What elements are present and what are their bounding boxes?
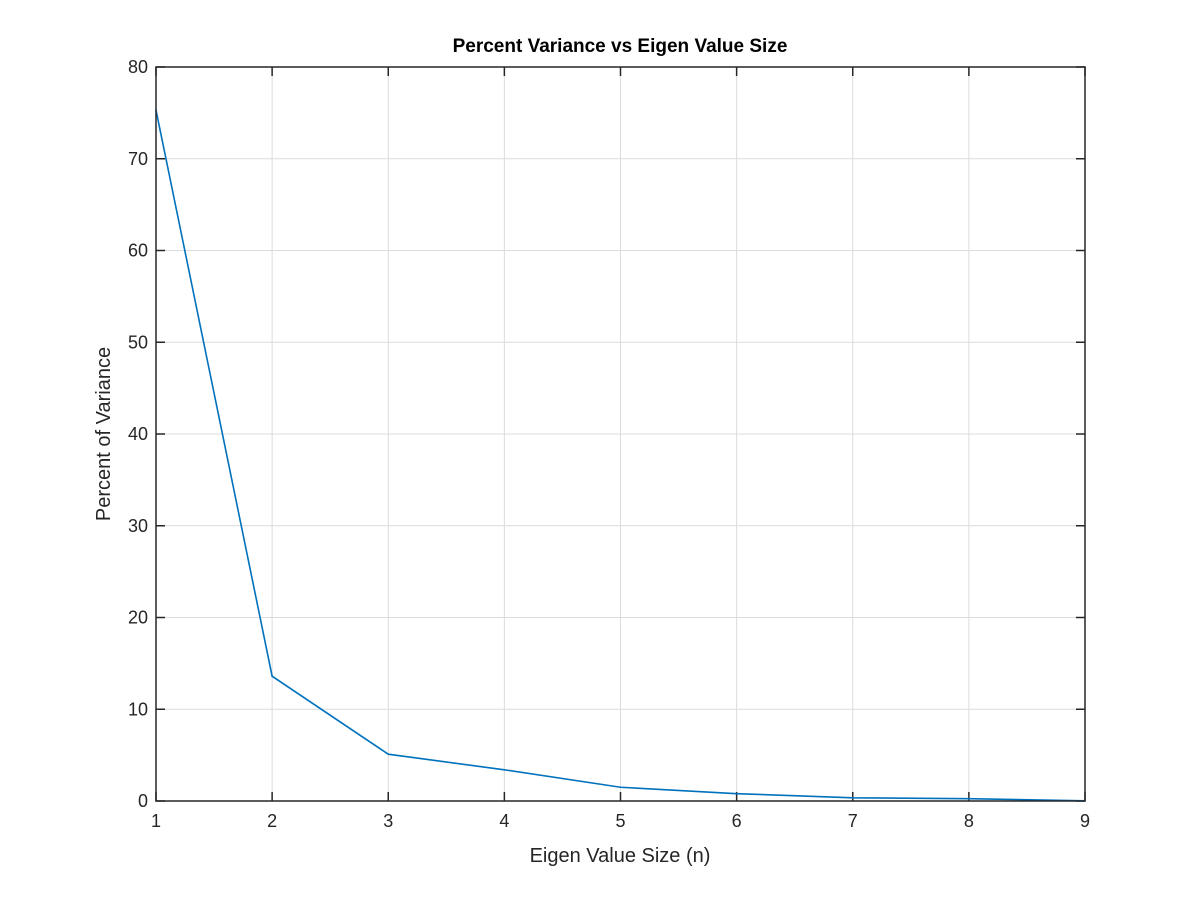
data-point: [387, 753, 390, 756]
data-point: [619, 786, 622, 789]
x-tick-label: 5: [615, 811, 625, 831]
x-tick-label: 7: [848, 811, 858, 831]
chart-title: Percent Variance vs Eigen Value Size: [453, 36, 788, 57]
y-tick-label: 10: [128, 699, 148, 719]
y-tick-label: 80: [128, 57, 148, 77]
data-point: [271, 675, 273, 678]
y-tick-label: 30: [128, 516, 148, 536]
plot-area-border: [155, 66, 1086, 802]
data-point: [503, 769, 506, 771]
x-tick-label: 6: [732, 811, 742, 831]
y-tick-label: 50: [128, 332, 148, 352]
data-point: [851, 796, 854, 799]
x-tick-label: 2: [267, 811, 277, 831]
x-tick-label: 8: [964, 811, 974, 831]
x-tick-label: 4: [499, 811, 509, 831]
y-tick-label: 70: [128, 149, 148, 169]
x-tick-label: 1: [151, 811, 161, 831]
data-point: [968, 797, 970, 800]
y-tick-label: 20: [128, 608, 148, 628]
y-tick-label: 40: [128, 424, 148, 444]
x-tick-label: 3: [383, 811, 393, 831]
ticks: 1 2 3 4 5 6 7 8 9 0 10 20 30 40 50 60 70 80: [128, 57, 1090, 831]
data-point: [735, 792, 738, 795]
y-tick-label: 60: [128, 241, 148, 261]
y-tick-label: 0: [138, 791, 148, 811]
x-tick-label: 9: [1080, 811, 1090, 831]
y-axis-label: Percent of Variance: [93, 347, 115, 521]
x-axis-label: Eigen Value Size (n): [530, 845, 711, 867]
